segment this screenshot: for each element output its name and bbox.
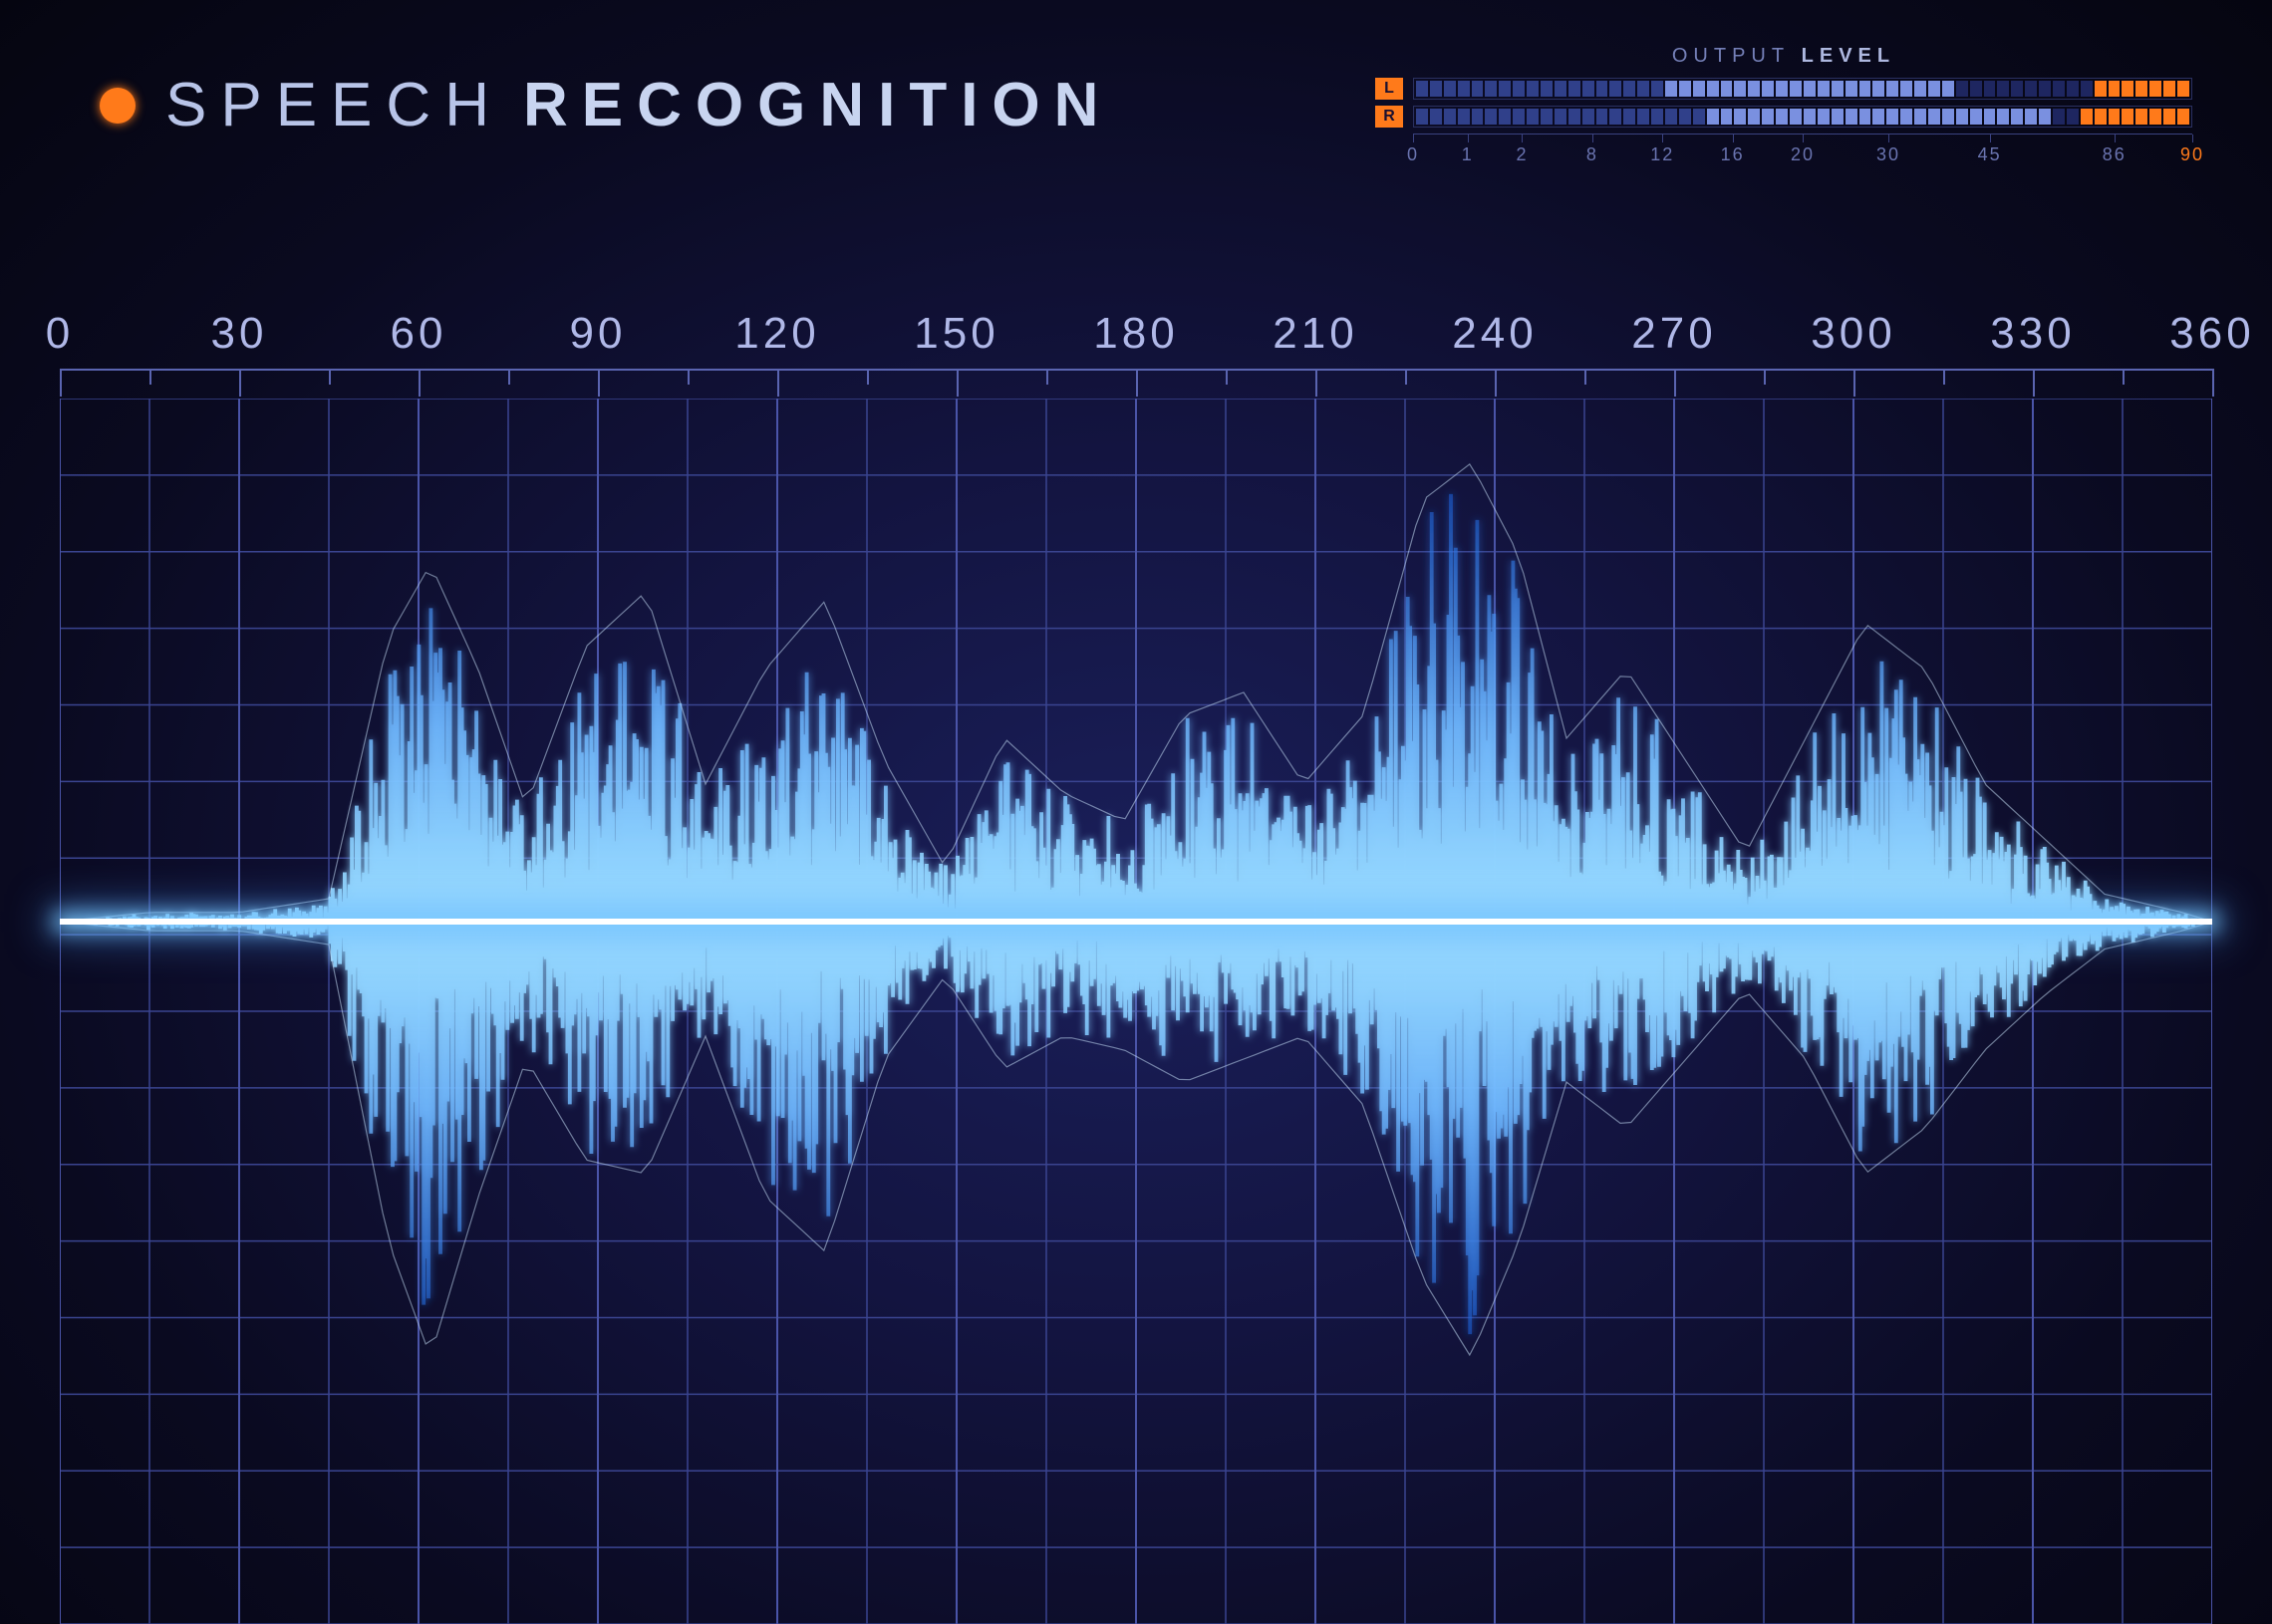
waveform-grid: [60, 399, 2212, 1624]
output-level-panel: OUTPUT LEVEL LR 012812162030458690: [1375, 45, 2192, 163]
level-scale: 012812162030458690: [1413, 134, 2192, 163]
level-scale-label: 16: [1721, 144, 1745, 165]
level-meters: LR: [1375, 78, 2192, 128]
ruler-label: 0: [46, 309, 74, 359]
time-ruler: 0 30 60 90 120 150 180 210 240 270 300 330 360: [0, 309, 2272, 389]
meter-channel-label: L: [1375, 78, 1403, 100]
header: SPEECH RECOGNITION: [100, 70, 1112, 140]
level-scale-label: 1: [1462, 144, 1474, 165]
meter-bar: [1413, 78, 2192, 100]
meter-bar: [1413, 106, 2192, 128]
ruler-label: 60: [391, 309, 447, 359]
meter-row-l: L: [1375, 78, 2192, 100]
ruler-label: 360: [2169, 309, 2254, 359]
level-scale-label: 45: [1978, 144, 2002, 165]
level-scale-label: 86: [2103, 144, 2127, 165]
ruler-label: 180: [1093, 309, 1178, 359]
title-bold: RECOGNITION: [523, 70, 1112, 140]
ruler-label: 330: [1990, 309, 2075, 359]
ruler-label: 30: [211, 309, 268, 359]
ruler-label: 90: [570, 309, 627, 359]
ruler-label: 150: [914, 309, 998, 359]
record-indicator-icon: [100, 88, 136, 124]
output-level-title: OUTPUT LEVEL: [1375, 45, 2192, 68]
output-level-title-thin: OUTPUT: [1672, 45, 1790, 67]
ruler-label: 120: [734, 309, 819, 359]
ruler-label: 240: [1452, 309, 1537, 359]
level-scale-label: 2: [1516, 144, 1528, 165]
meter-channel-label: R: [1375, 106, 1403, 128]
level-scale-label: 20: [1791, 144, 1815, 165]
meter-row-r: R: [1375, 106, 2192, 128]
level-scale-label: 30: [1876, 144, 1900, 165]
ruler-label: 210: [1273, 309, 1357, 359]
ruler-label: 270: [1631, 309, 1716, 359]
output-level-title-bold: LEVEL: [1802, 45, 1895, 67]
title-thin: SPEECH: [165, 70, 503, 140]
level-scale-label: 8: [1586, 144, 1598, 165]
level-scale-label: 0: [1407, 144, 1419, 165]
level-scale-label: 90: [2180, 144, 2204, 165]
level-scale-label: 12: [1650, 144, 1674, 165]
ruler-label: 300: [1811, 309, 1895, 359]
